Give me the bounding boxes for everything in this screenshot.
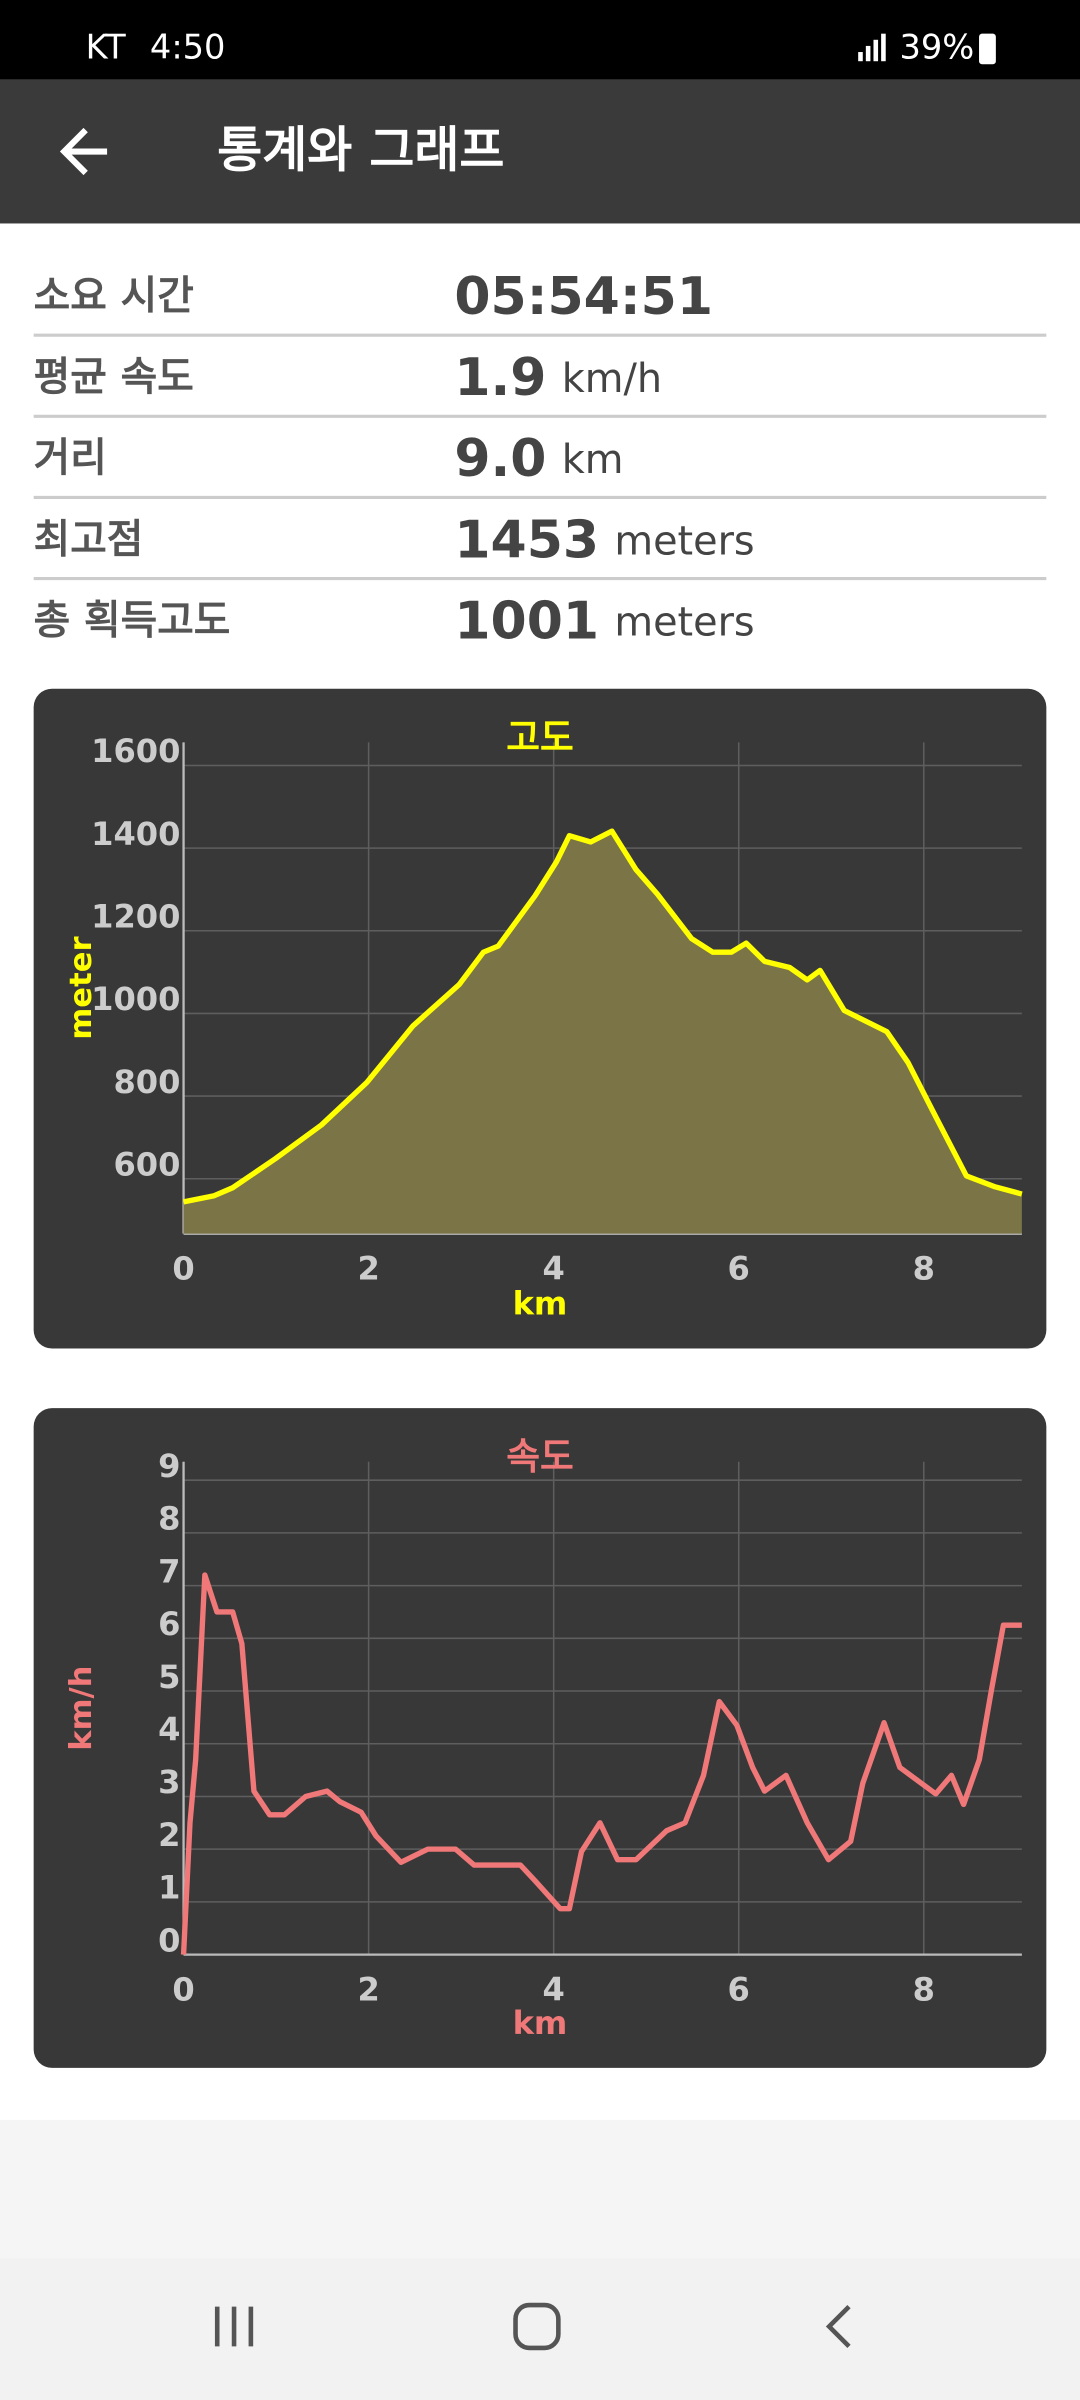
status-bar xyxy=(0,0,1080,80)
y-tick-label: 8 xyxy=(158,1500,180,1538)
stat-label: 총 획득고도 xyxy=(34,597,231,643)
app-bar xyxy=(0,79,1080,224)
x-axis-label: km xyxy=(513,2004,568,2042)
stat-label: 평균 속도 xyxy=(34,354,194,400)
line xyxy=(180,1572,1022,1955)
x-tick-label: 4 xyxy=(543,1970,565,2008)
stat-number: 05:54:51 xyxy=(454,267,713,327)
x-tick-label: 2 xyxy=(357,1970,379,2008)
y-tick-label: 6 xyxy=(158,1605,180,1643)
stat-unit: km xyxy=(562,437,624,483)
line xyxy=(183,828,1023,1205)
stat-value: 1001 meters xyxy=(454,591,754,651)
stat-value: 05:54:51 xyxy=(454,267,713,327)
y-tick-label: 4 xyxy=(158,1710,180,1748)
y-tick-label: 1200 xyxy=(91,898,180,936)
chart-panel xyxy=(33,1408,1047,2068)
nav-back[interactable] xyxy=(825,2305,851,2349)
app-title: 통계와 그래프 xyxy=(217,122,504,179)
stat-number: 1453 xyxy=(454,510,599,570)
home[interactable] xyxy=(513,2302,561,2351)
stat-number: 1001 xyxy=(454,591,599,651)
stat-number: 1.9 xyxy=(454,348,546,408)
y-tick-label: 1400 xyxy=(91,815,180,853)
x-tick-label: 6 xyxy=(728,1970,750,2008)
stat-value: 9.0 km xyxy=(454,429,623,489)
stat-value: 1.9 km/h xyxy=(454,348,662,408)
chart-title: 고도 xyxy=(506,716,574,759)
y-tick-label: 800 xyxy=(113,1063,180,1101)
stat-label: 거리 xyxy=(34,435,107,481)
y-tick-label: 5 xyxy=(158,1658,180,1696)
clock: 4:50 xyxy=(150,27,226,66)
area-fill xyxy=(183,831,1022,1234)
stat-unit: meters xyxy=(614,518,754,564)
y-tick-label: 9 xyxy=(158,1447,180,1485)
footer-space xyxy=(0,2119,1080,2258)
y-tick-label: 1600 xyxy=(91,732,180,770)
y-tick-label: 7 xyxy=(158,1552,180,1590)
x-tick-label: 0 xyxy=(172,1970,194,2008)
x-axis-label: km xyxy=(513,1285,568,1323)
signal-icon xyxy=(858,33,886,62)
x-tick-label: 8 xyxy=(913,1970,935,2008)
x-tick-label: 6 xyxy=(728,1249,750,1287)
x-tick-label: 4 xyxy=(543,1249,565,1287)
y-tick-label: 1000 xyxy=(91,980,180,1018)
stat-value: 1453 meters xyxy=(454,510,754,570)
y-tick-label: 1 xyxy=(158,1869,180,1907)
y-tick-label: 3 xyxy=(158,1763,180,1801)
stat-number: 9.0 xyxy=(454,429,546,489)
x-tick-label: 8 xyxy=(913,1249,935,1287)
battery-level: 39% xyxy=(899,27,974,66)
y-axis-label: km/h xyxy=(64,1666,99,1751)
x-tick-label: 2 xyxy=(357,1249,379,1287)
y-axis-label: meter xyxy=(64,936,99,1039)
carrier: KT xyxy=(86,27,126,66)
recent-apps[interactable] xyxy=(214,2306,254,2347)
stat-label: 소요 시간 xyxy=(34,273,194,319)
nav-bar xyxy=(0,2257,1080,2400)
chart-title: 속도 xyxy=(506,1435,574,1478)
stat-unit: meters xyxy=(614,599,754,645)
y-tick-label: 600 xyxy=(113,1145,180,1183)
stat-label: 최고점 xyxy=(34,516,144,562)
back-button[interactable] xyxy=(59,127,108,176)
battery-icon xyxy=(979,33,996,65)
y-tick-label: 0 xyxy=(158,1921,180,1959)
nav-icons xyxy=(214,2302,851,2351)
stat-unit: km/h xyxy=(562,356,662,402)
y-tick-label: 2 xyxy=(158,1816,180,1854)
x-tick-label: 0 xyxy=(172,1249,194,1287)
